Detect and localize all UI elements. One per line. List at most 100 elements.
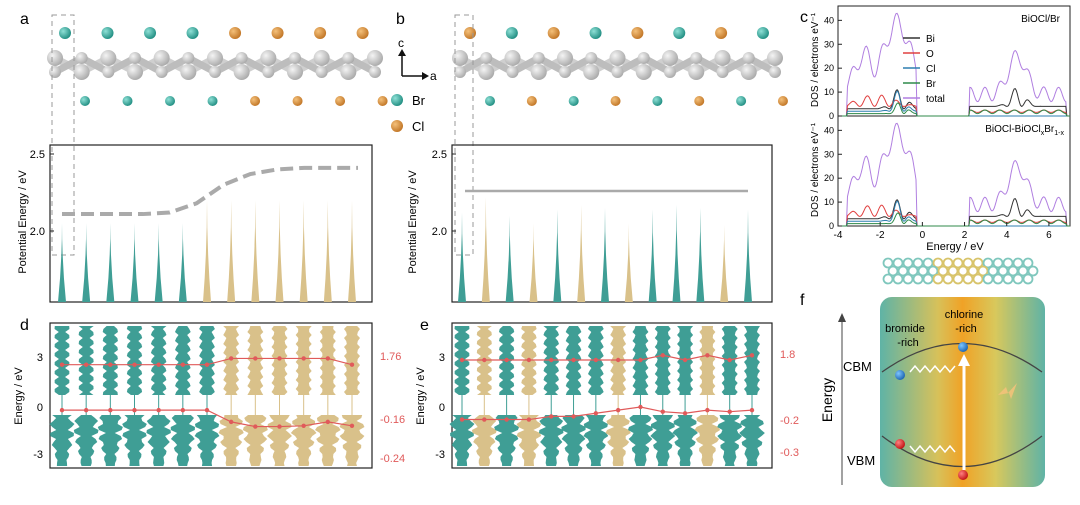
panel-e: e Energy / eV 3 0 -3 1.8 -0.2 -0.3: [415, 317, 799, 469]
slab-atom: [942, 257, 954, 269]
panel-label-f: f: [800, 292, 805, 309]
br-atom: [101, 27, 114, 39]
vbm-point: [682, 411, 688, 416]
vbm-point: [132, 407, 137, 413]
light-bolt-icon: [998, 383, 1017, 399]
vbm-line: [462, 406, 753, 421]
bromide-rich-label: -rich: [897, 337, 918, 349]
violin-valence: [694, 415, 721, 466]
ylabel-c-bottom: DOS / electrons eV⁻¹: [810, 122, 821, 217]
dos-ytick-label: 40: [824, 15, 834, 25]
ytick-b-2.5: 2.5: [432, 149, 447, 161]
cl-atom: [356, 27, 369, 39]
panel-c: c -4 -2 0 2 4 6 0 10 20 30 40 0 10 20 30 40 DOS / elect…: [800, 5, 1071, 253]
o-atom: [585, 52, 598, 64]
o-atom: [369, 66, 381, 78]
panel-label-b: b: [396, 11, 405, 28]
slab-atom: [892, 273, 904, 285]
o-atom: [315, 66, 328, 78]
bi-atom: [714, 50, 731, 66]
bi-atom: [233, 64, 250, 80]
o-atom: [102, 66, 115, 78]
bi-atom: [557, 50, 573, 66]
electron-chlorine-icon: [958, 342, 968, 352]
violin-valence: [218, 415, 244, 466]
slab-atom: [902, 257, 914, 269]
slab-atom: [982, 257, 994, 269]
violins-d: [49, 326, 365, 466]
o-atom: [769, 66, 781, 78]
violin-valence: [561, 415, 586, 466]
slab-atom: [997, 265, 1009, 277]
vbm-label: VBM: [847, 453, 875, 468]
ytick-e--3: -3: [435, 449, 445, 461]
cl-atom: [250, 96, 261, 106]
violin-valence: [449, 415, 475, 466]
cbm-point: [638, 357, 643, 363]
slab-atom: [972, 273, 984, 285]
bi-atom: [452, 50, 468, 66]
cbm-point: [132, 362, 137, 367]
violin-valence: [315, 415, 341, 466]
violin-valence: [471, 415, 497, 466]
o-atom: [559, 66, 571, 78]
o-atom: [155, 66, 168, 78]
cbm-point: [593, 357, 599, 363]
o-atom: [716, 66, 729, 78]
o-atom: [235, 52, 248, 64]
cbm-point: [253, 356, 258, 361]
ytick-b-2.0: 2.0: [432, 226, 447, 238]
vbm-point: [549, 414, 554, 419]
violin-valence: [146, 415, 171, 466]
potential-spike: [505, 215, 514, 302]
vbm-point: [228, 419, 234, 425]
slab-atom: [897, 265, 909, 277]
cl-atom: [631, 27, 644, 39]
cbm-point: [108, 362, 113, 367]
cbm-point: [705, 353, 710, 358]
violin-valence: [583, 415, 609, 466]
slab-atom: [927, 265, 939, 277]
violin-valence: [538, 415, 564, 466]
highlight-box-b: [454, 14, 474, 256]
slab-atom: [937, 265, 949, 277]
rtick-e-1: 1.8: [780, 349, 795, 361]
slab-atom: [932, 273, 944, 285]
cbm-point: [526, 357, 532, 363]
o-atom: [342, 52, 355, 64]
slab-atom: [1022, 257, 1034, 269]
rtick-d-1: 1.76: [380, 351, 401, 363]
violin-valence: [122, 415, 147, 466]
potential-spike: [744, 209, 752, 302]
bi-atom: [662, 50, 678, 66]
vbm-point: [253, 424, 258, 429]
cl-atom: [777, 96, 788, 106]
panel-a: a Potential Energy / eV 2.0 2.5: [17, 11, 388, 303]
panel-label-c: c: [800, 9, 808, 26]
bi-atom: [688, 64, 705, 80]
potential-spike: [154, 223, 163, 302]
slab-atom: [902, 273, 914, 285]
legend-label-total: total: [926, 94, 945, 105]
violin-valence: [739, 415, 765, 466]
highlight-box-a: [51, 14, 75, 256]
violin-valence: [339, 415, 365, 466]
slab-atom: [922, 273, 934, 285]
vbm-point: [482, 417, 487, 422]
violin-conduction: [150, 326, 167, 395]
slab-atom: [912, 257, 924, 269]
slab-atom: [1002, 257, 1014, 269]
vbm-point: [727, 409, 732, 414]
o-atom: [182, 52, 195, 64]
potential-spike: [529, 223, 538, 302]
dos-curve-total: [838, 122, 1070, 227]
cl-atom: [377, 96, 388, 106]
axis-indicator: c a: [398, 36, 437, 83]
cl-atom: [715, 27, 728, 39]
violin-conduction: [174, 326, 191, 395]
br-atom: [122, 96, 133, 106]
panel-label-d: d: [20, 317, 29, 334]
vbm-point: [180, 407, 186, 413]
cbm-point: [156, 362, 161, 367]
vbm-point: [705, 407, 710, 413]
